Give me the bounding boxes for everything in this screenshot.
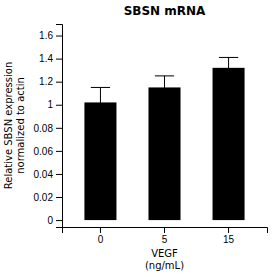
- y-tick-label: 0.02: [34, 192, 54, 203]
- x-tick-mark: [100, 227, 101, 233]
- y-tick-mark: [56, 220, 62, 221]
- y-tick-mark: [56, 59, 62, 60]
- y-tick-label: 0.06: [34, 146, 54, 157]
- y-tick-label: 1.6: [39, 30, 53, 41]
- x-tick: 15: [223, 227, 235, 245]
- marks: [84, 57, 244, 220]
- y-tick-mark: [56, 82, 62, 83]
- bar: [148, 87, 180, 220]
- y-axis-title-line: normalized to actin: [15, 77, 26, 174]
- error-bar: [155, 76, 174, 99]
- x-axis-title-line: VEGF: [151, 248, 178, 259]
- error-bar: [219, 57, 238, 78]
- error-bar-cap: [155, 75, 174, 76]
- title: SBSN mRNA: [124, 4, 206, 18]
- error-bar-cap: [91, 107, 110, 108]
- y-tick: 0.06: [34, 146, 62, 157]
- bar: [213, 68, 245, 220]
- y-tick: 1.4: [39, 53, 62, 64]
- x-tick-mark: [164, 227, 165, 233]
- x-tick-label: 5: [162, 234, 168, 245]
- y-tick: 0: [47, 215, 62, 226]
- error-bar: [91, 87, 110, 107]
- y-tick: 1.2: [39, 76, 62, 87]
- x-axis: 0 5 15: [63, 227, 268, 245]
- x-tick: 0: [98, 227, 104, 245]
- x-axis-title: VEGF(ng/mL): [145, 248, 184, 271]
- error-bar-cap: [219, 57, 238, 58]
- y-tick: 0.04: [34, 169, 62, 180]
- y-tick-label: 0: [47, 215, 53, 226]
- y-axis-title-line: Relative SBSN expression: [3, 62, 14, 190]
- x-tick-mark: [228, 227, 229, 233]
- y-axis-title: Relative SBSN expressionnormalized to ac…: [3, 62, 26, 190]
- y-axis-line: [56, 25, 63, 228]
- y-tick: 0.08: [34, 123, 62, 134]
- x-tick-label: 0: [98, 234, 104, 245]
- y-tick-mark: [56, 128, 62, 129]
- bar: [84, 102, 116, 220]
- y-tick-mark: [56, 36, 62, 37]
- x-tick: 5: [162, 227, 168, 245]
- y-tick-label: 0.04: [34, 169, 54, 180]
- error-bar-stem: [164, 76, 165, 99]
- y-tick-label: 0.08: [34, 123, 54, 134]
- y-tick-mark: [56, 105, 62, 106]
- x-tick-label: 15: [223, 234, 235, 245]
- y-tick: 0.02: [34, 192, 62, 203]
- y-tick-label: 1.2: [39, 76, 53, 87]
- error-bar-stem: [100, 87, 101, 107]
- y-tick-mark: [56, 174, 62, 175]
- error-bar-cap: [155, 98, 174, 99]
- x-axis-line: [63, 228, 268, 234]
- y-tick-label: 1: [47, 99, 53, 110]
- y-tick-mark: [56, 197, 62, 198]
- y-tick: 1: [47, 99, 62, 110]
- error-bar-cap: [91, 87, 110, 88]
- error-bar-cap: [219, 78, 238, 79]
- y-tick-mark: [56, 151, 62, 152]
- x-axis-title-line: (ng/mL): [145, 260, 184, 271]
- plot: 0 0.02 0.04 0.06 0.08 1 1.2 1.4 1.6 0 5 15: [34, 25, 268, 246]
- chart: 0 0.02 0.04 0.06 0.08 1 1.2 1.4 1.6 0 5 15 SBSN mRNA…: [0, 0, 277, 277]
- error-bar-stem: [228, 57, 229, 78]
- y-tick-label: 1.4: [39, 53, 53, 64]
- y-axis: 0 0.02 0.04 0.06 0.08 1 1.2 1.4 1.6: [34, 25, 63, 228]
- y-tick: 1.6: [39, 30, 62, 41]
